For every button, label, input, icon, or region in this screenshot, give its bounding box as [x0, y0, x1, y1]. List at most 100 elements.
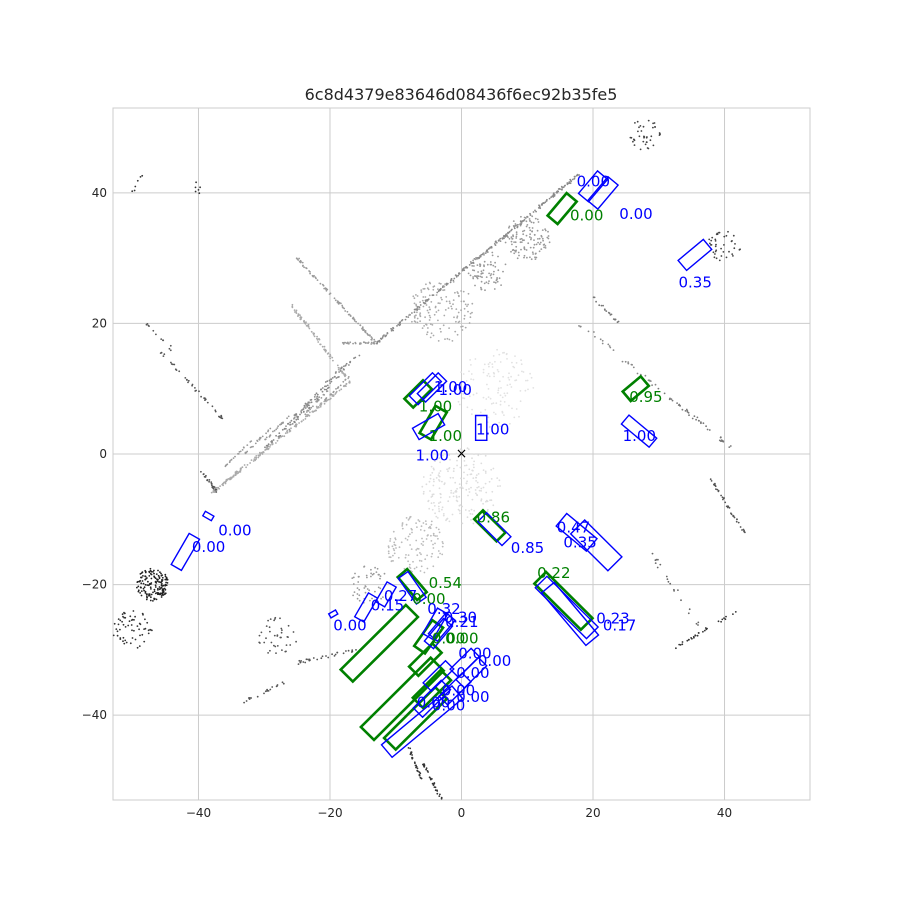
lidar-point [368, 589, 371, 592]
lidar-point [526, 216, 529, 218]
lidar-point [376, 567, 379, 570]
score-label: 0.35 [563, 533, 596, 551]
lidar-point [526, 379, 529, 382]
lidar-point [503, 237, 505, 240]
lidar-point [503, 392, 506, 395]
lidar-point [438, 472, 441, 474]
lidar-point [438, 531, 441, 534]
lidar-point [656, 566, 659, 569]
lidar-point [295, 413, 298, 416]
lidar-point [441, 545, 444, 548]
lidar-point [544, 229, 547, 232]
lidar-point [435, 526, 438, 529]
lidar-point [323, 394, 326, 396]
lidar-point [303, 404, 306, 407]
lidar-point [326, 380, 329, 383]
lidar-point [443, 314, 446, 317]
lidar-point [533, 234, 536, 236]
lidar-point [483, 260, 486, 263]
lidar-point [714, 240, 717, 242]
lidar-point [424, 296, 427, 298]
lidar-point [358, 599, 361, 602]
lidar-point [312, 657, 315, 659]
lidar-point [318, 338, 321, 341]
lidar-point [675, 647, 677, 650]
lidar-point [709, 242, 711, 245]
lidar-point [474, 358, 477, 360]
lidar-point [558, 187, 561, 190]
lidar-point [418, 559, 421, 562]
lidar-point [140, 594, 143, 597]
lidar-point [419, 570, 422, 572]
lidar-point [494, 265, 497, 268]
lidar-point [153, 575, 156, 578]
lidar-point [161, 579, 164, 581]
lidar-point [152, 329, 155, 332]
lidar-point [367, 341, 370, 344]
lidar-point [282, 682, 285, 685]
lidar-point [416, 295, 419, 297]
lidar-point [411, 754, 413, 756]
lidar-point [486, 374, 489, 377]
lidar-point [595, 300, 597, 303]
lidar-point [483, 282, 486, 285]
lidar-point [422, 544, 424, 546]
lidar-point [364, 330, 366, 333]
lidar-point [316, 397, 318, 399]
lidar-point [423, 325, 425, 327]
lidar-point [286, 417, 288, 420]
lidar-point [541, 237, 544, 240]
lidar-point [473, 460, 475, 463]
lidar-point [144, 569, 147, 572]
lidar-point [479, 411, 482, 414]
lidar-point [308, 327, 311, 330]
x-tick-label: 0 [458, 806, 466, 820]
lidar-point [416, 767, 419, 770]
lidar-point [714, 485, 717, 488]
ground-truth-box [407, 641, 444, 678]
lidar-point [722, 251, 725, 253]
lidar-point [134, 185, 137, 188]
lidar-point [561, 188, 563, 191]
lidar-point [389, 556, 392, 559]
lidar-point [520, 248, 522, 251]
lidar-point [419, 312, 422, 315]
lidar-point [324, 349, 326, 352]
lidar-point [448, 338, 451, 341]
ego-marker: × [456, 446, 468, 462]
lidar-point [153, 569, 155, 572]
lidar-point [344, 310, 347, 312]
lidar-point [148, 325, 150, 327]
lidar-point [415, 549, 418, 551]
lidar-point [297, 663, 300, 665]
lidar-point [417, 519, 420, 521]
lidar-point [555, 191, 558, 194]
lidar-point [415, 539, 418, 542]
lidar-point [482, 502, 484, 505]
lidar-point [352, 576, 355, 579]
lidar-point [467, 303, 469, 306]
lidar-point [446, 450, 449, 453]
score-label: 0.00 [456, 688, 489, 706]
lidar-point [333, 376, 336, 378]
lidar-point [444, 283, 446, 285]
score-label: 1.00 [419, 398, 452, 416]
lidar-point [349, 315, 352, 317]
prediction-box [569, 519, 623, 572]
lidar-point [119, 637, 122, 639]
lidar-point [522, 371, 525, 373]
lidar-point [461, 505, 464, 508]
score-label: 0.00 [619, 205, 652, 223]
lidar-point [520, 237, 523, 240]
lidar-point [419, 301, 421, 303]
lidar-point [495, 402, 498, 405]
lidar-point [252, 460, 255, 462]
lidar-point [140, 572, 143, 574]
lidar-point [276, 684, 279, 686]
lidar-point [299, 413, 301, 416]
lidar-point [387, 552, 390, 555]
lidar-point [489, 499, 491, 502]
lidar-point [159, 571, 161, 573]
lidar-point [214, 410, 217, 413]
lidar-point [490, 402, 493, 405]
